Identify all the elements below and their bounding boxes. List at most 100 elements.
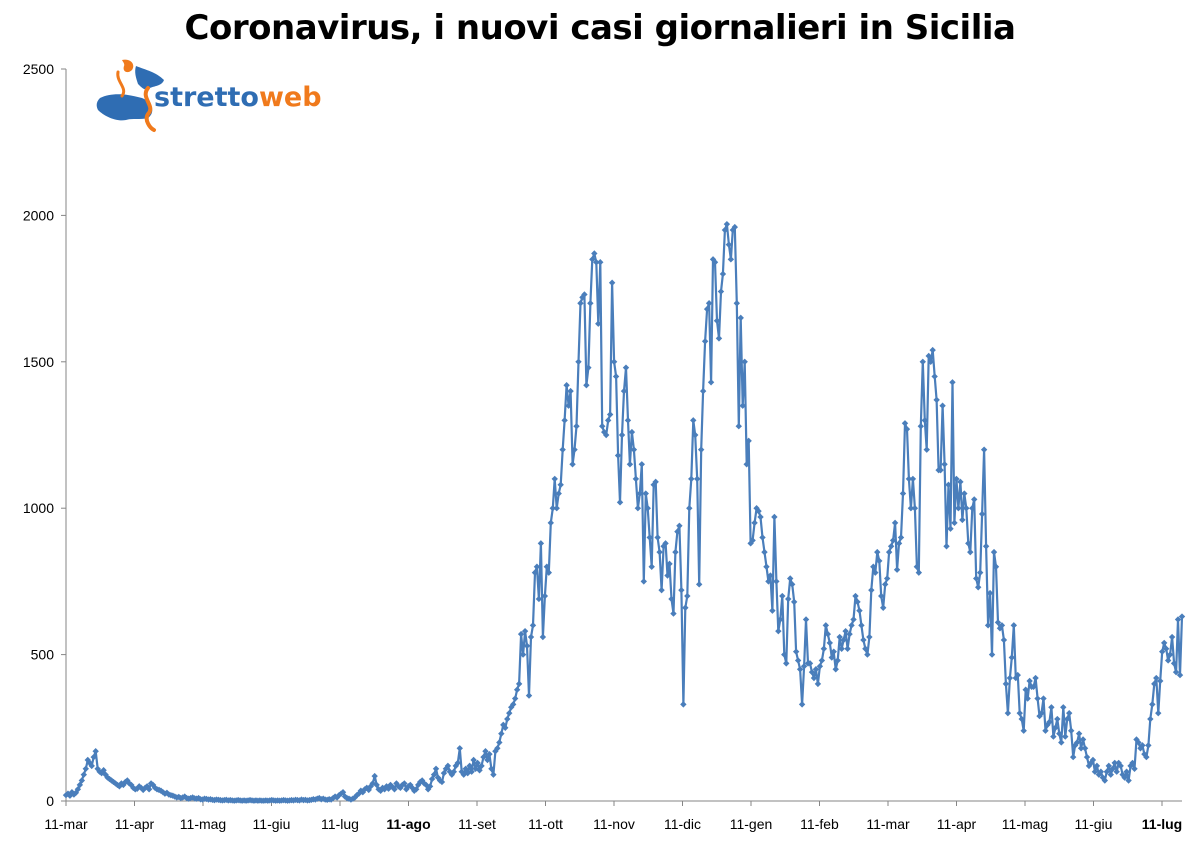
data-point [674, 528, 681, 535]
x-tick-label: 11-dic [664, 816, 701, 832]
data-point [1101, 777, 1109, 784]
data-point [1062, 733, 1069, 740]
data-point [836, 633, 843, 641]
data-point [832, 666, 839, 673]
data-point [466, 762, 473, 770]
data-point [486, 750, 493, 758]
data-point [569, 461, 576, 468]
data-point [181, 793, 188, 800]
data-point [1069, 753, 1077, 761]
data-point [652, 478, 659, 486]
data-point [1151, 680, 1158, 688]
data-point [432, 765, 440, 772]
data-point [917, 423, 925, 430]
data-point [822, 622, 830, 629]
data-point [787, 575, 794, 582]
data-point [842, 627, 849, 635]
data-point [1105, 762, 1112, 770]
data-point [565, 402, 572, 409]
data-point [810, 674, 818, 682]
data-point [602, 431, 610, 439]
data-point [557, 481, 564, 488]
data-point [971, 496, 978, 503]
data-point [949, 379, 956, 386]
data-point [883, 575, 891, 582]
data-point [583, 382, 590, 389]
data-point [401, 780, 408, 787]
data-point [371, 772, 378, 780]
data-point [90, 753, 97, 761]
data-point [741, 358, 748, 365]
data-point [974, 584, 982, 591]
data-point [777, 616, 784, 623]
data-point [680, 701, 687, 708]
data-point [539, 633, 547, 641]
data-point [943, 543, 950, 550]
data-point [62, 791, 70, 799]
y-tick-label: 2000 [23, 207, 54, 223]
data-point [642, 490, 649, 497]
x-tick-label: 11-mag [180, 816, 226, 832]
data-point [137, 784, 145, 792]
data-point [513, 686, 521, 693]
data-point [626, 461, 634, 468]
data-point [919, 358, 926, 365]
data-point [678, 586, 685, 594]
x-axis: 11-mar 11-apr 11-mag 11-giu 11-lug 11-ago 11-s… [44, 800, 1182, 832]
data-point [478, 762, 485, 770]
data-point [1164, 657, 1172, 664]
data-point [868, 586, 875, 594]
data-point [986, 589, 994, 597]
data-point [1006, 674, 1014, 682]
data-point [1002, 680, 1010, 688]
data-point [577, 300, 584, 307]
data-point [1121, 774, 1128, 781]
data-point [725, 241, 733, 248]
data-point [969, 505, 976, 512]
data-point [690, 417, 697, 424]
data-point [1117, 762, 1124, 770]
data-point [788, 581, 796, 588]
data-point [517, 630, 525, 638]
data-point [1162, 645, 1170, 652]
data-point [632, 475, 640, 483]
x-tick-label: 11-feb [800, 816, 839, 832]
data-point [820, 645, 828, 652]
data-point [1048, 704, 1055, 711]
data-point [470, 756, 477, 764]
data-point [599, 423, 606, 430]
data-point [1004, 709, 1012, 717]
data-point [98, 769, 105, 777]
data-point [74, 786, 82, 793]
data-point [670, 610, 677, 617]
data-point [329, 794, 337, 802]
data-point [1170, 660, 1178, 667]
data-point [1139, 742, 1146, 749]
data-point [947, 525, 954, 532]
data-point [1166, 651, 1174, 658]
data-point [628, 428, 636, 436]
data-point [561, 417, 568, 424]
data-point [705, 300, 713, 307]
data-point [816, 663, 824, 670]
data-point [585, 364, 592, 371]
data-point [434, 774, 442, 781]
data-point [506, 709, 513, 717]
data-point [571, 446, 578, 453]
chart-title: Coronavirus, i nuovi casi giornalieri in… [184, 8, 1016, 48]
data-point [68, 789, 76, 796]
x-tick-label: 11-lug [1142, 816, 1182, 832]
data-point [480, 753, 487, 761]
data-point [86, 759, 93, 767]
data-point [70, 791, 78, 798]
data-point [124, 777, 131, 784]
data-point [998, 622, 1006, 629]
data-point [699, 387, 707, 395]
x-tick-label: 11-mar [44, 816, 88, 832]
y-tick-label: 2500 [23, 61, 54, 77]
data-point [543, 563, 551, 570]
x-tick-label: 11-giu [253, 816, 291, 832]
data-point [1056, 730, 1063, 737]
data-point [1054, 715, 1061, 723]
data-point [64, 790, 72, 797]
